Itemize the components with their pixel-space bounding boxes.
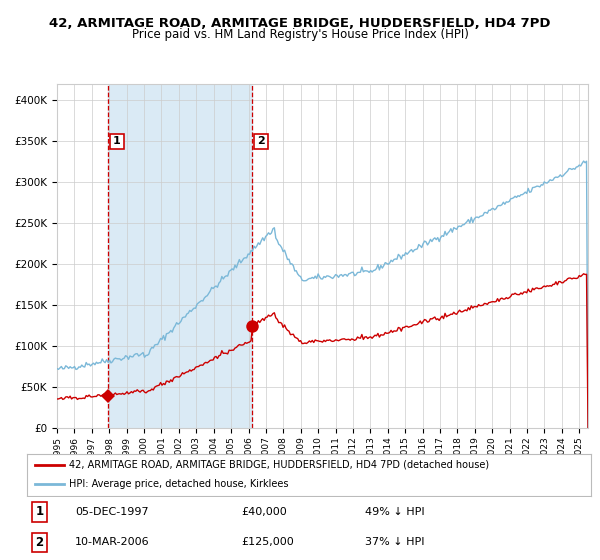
Text: 1: 1 <box>113 137 121 146</box>
Text: HPI: Average price, detached house, Kirklees: HPI: Average price, detached house, Kirk… <box>70 479 289 489</box>
Text: Price paid vs. HM Land Registry's House Price Index (HPI): Price paid vs. HM Land Registry's House … <box>131 28 469 41</box>
Text: 49% ↓ HPI: 49% ↓ HPI <box>365 507 425 517</box>
Bar <box>108 84 252 428</box>
Text: £40,000: £40,000 <box>241 507 287 517</box>
Text: 05-DEC-1997: 05-DEC-1997 <box>75 507 149 517</box>
Text: 42, ARMITAGE ROAD, ARMITAGE BRIDGE, HUDDERSFIELD, HD4 7PD: 42, ARMITAGE ROAD, ARMITAGE BRIDGE, HUDD… <box>49 17 551 30</box>
Text: 42, ARMITAGE ROAD, ARMITAGE BRIDGE, HUDDERSFIELD, HD4 7PD (detached house): 42, ARMITAGE ROAD, ARMITAGE BRIDGE, HUDD… <box>70 460 490 470</box>
Text: 2: 2 <box>257 137 265 146</box>
Text: £125,000: £125,000 <box>241 538 294 548</box>
Text: 2: 2 <box>35 536 43 549</box>
Text: 37% ↓ HPI: 37% ↓ HPI <box>365 538 425 548</box>
Text: 1: 1 <box>35 505 43 518</box>
Text: 10-MAR-2006: 10-MAR-2006 <box>75 538 149 548</box>
